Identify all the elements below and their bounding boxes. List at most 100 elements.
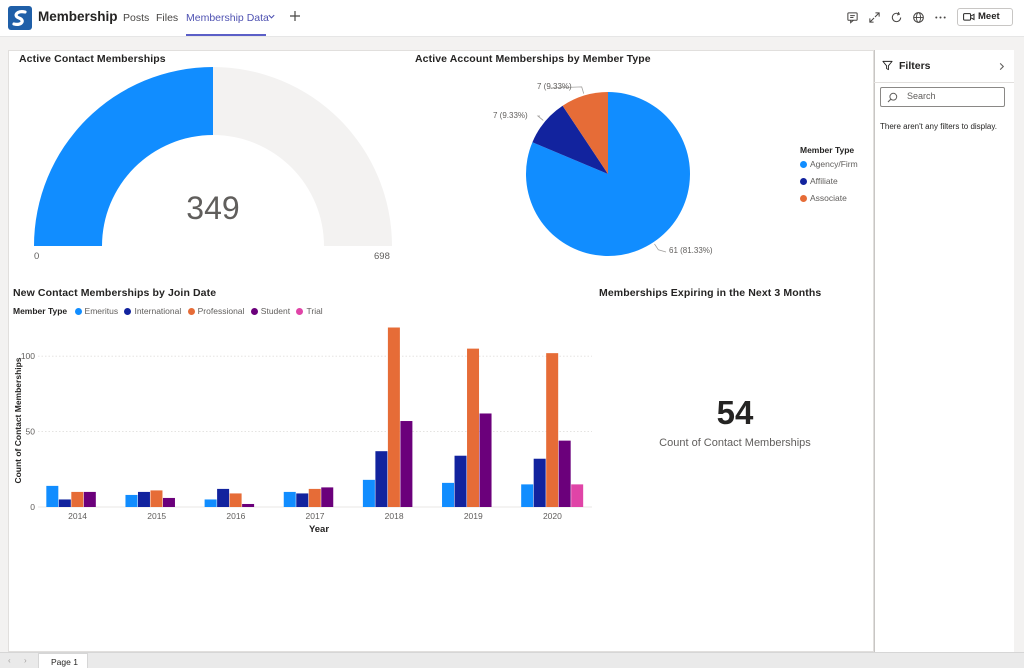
bar-international-2017[interactable] — [296, 493, 309, 507]
bar-emeritus-2018[interactable] — [362, 479, 375, 507]
pie-slice-associate[interactable] — [562, 92, 608, 174]
app-header: Membership Posts Files Membership Data M… — [0, 0, 1024, 37]
conversation-icon[interactable] — [846, 11, 859, 24]
x-tick-label: 2018 — [385, 511, 404, 521]
bar-professional-2017[interactable] — [308, 488, 321, 507]
bar-professional-2014[interactable] — [71, 491, 84, 507]
tab-files[interactable]: Files — [156, 12, 179, 24]
active-tab-indicator — [186, 34, 266, 36]
bar-student-2016[interactable] — [242, 503, 255, 507]
legend-label: Associate — [810, 193, 847, 203]
meet-button[interactable]: Meet — [957, 8, 1013, 26]
bar-emeritus-2015[interactable] — [125, 494, 138, 507]
bar-professional-2019[interactable] — [467, 348, 480, 507]
pie-slice-affiliate[interactable] — [532, 105, 608, 174]
pie-legend-title: Member Type — [800, 145, 855, 155]
expand-icon[interactable] — [868, 11, 881, 24]
pie-leader-line — [536, 115, 544, 121]
bar-student-2018[interactable] — [400, 421, 413, 507]
pie-label-agency: 61 (81.33%) — [669, 246, 713, 255]
legend-dot — [74, 307, 82, 315]
bar-international-2019[interactable] — [454, 455, 467, 507]
bar-emeritus-2019[interactable] — [442, 482, 455, 507]
filters-pane — [874, 50, 1014, 652]
y-axis-label: Count of Contact Memberships — [13, 357, 23, 483]
gauge-fill[interactable] — [34, 67, 213, 246]
y-tick-label: 50 — [26, 427, 36, 437]
bar-student-2015[interactable] — [162, 497, 175, 507]
pie-chart[interactable] — [480, 70, 720, 280]
tab-posts[interactable]: Posts — [123, 12, 150, 24]
previous-page-icon[interactable]: ‹ — [8, 656, 11, 665]
gauge-chart[interactable] — [34, 66, 392, 248]
bar-professional-2015[interactable] — [150, 490, 163, 507]
more-icon[interactable] — [934, 11, 947, 24]
legend-item-international[interactable]: International — [124, 306, 181, 316]
legend-label: Agency/Firm — [810, 159, 858, 169]
legend-item-emeritus[interactable]: Emeritus — [74, 306, 118, 316]
legend-dot — [296, 307, 304, 315]
bar-student-2017[interactable] — [321, 487, 334, 507]
bar-international-2020[interactable] — [533, 458, 546, 507]
filters-search-input[interactable]: Search — [880, 87, 1005, 107]
chevron-down-icon[interactable] — [267, 12, 276, 21]
legend-item-affiliate[interactable]: Affiliate — [800, 176, 838, 186]
bar-student-2019[interactable] — [479, 413, 492, 507]
pie-leader-line — [549, 86, 585, 94]
refresh-icon[interactable] — [890, 11, 903, 24]
x-tick-label: 2019 — [464, 511, 483, 521]
legend-dot — [800, 160, 807, 168]
bar-student-2020[interactable] — [558, 440, 571, 507]
bar-emeritus-2017[interactable] — [283, 491, 296, 507]
legend-item-student[interactable]: Student — [250, 306, 291, 316]
legend-item-associate[interactable]: Associate — [800, 193, 847, 203]
gauge-title: Active Contact Memberships — [19, 53, 166, 65]
legend-label: Student — [260, 306, 291, 316]
filter-icon — [882, 60, 893, 71]
pie-leader-line — [654, 243, 667, 253]
bar-professional-2020[interactable] — [546, 353, 559, 507]
filters-search-placeholder: Search — [907, 91, 936, 101]
bar-international-2018[interactable] — [375, 451, 388, 507]
bar-trial-2020[interactable] — [571, 484, 584, 507]
gauge-min-label: 0 — [34, 251, 40, 262]
page-tab-page-1[interactable]: Page 1 — [38, 653, 88, 668]
globe-icon[interactable] — [912, 11, 925, 24]
bar-emeritus-2020[interactable] — [521, 484, 534, 507]
legend-label: Trial — [306, 306, 323, 316]
x-tick-label: 2014 — [68, 511, 87, 521]
legend-item-agency[interactable]: Agency/Firm — [800, 159, 858, 169]
bar-student-2014[interactable] — [83, 491, 96, 507]
search-icon — [887, 92, 898, 103]
gauge-value: 349 — [186, 190, 240, 226]
bar-emeritus-2014[interactable] — [46, 485, 59, 507]
bar-international-2016[interactable] — [217, 488, 230, 507]
legend-item-professional[interactable]: Professional — [187, 306, 244, 316]
legend-dot — [800, 177, 807, 185]
gauge-max-label: 698 — [374, 251, 390, 262]
legend-dot — [187, 307, 195, 315]
app-logo-icon — [8, 6, 32, 30]
add-tab-icon[interactable] — [288, 9, 302, 23]
chevron-right-icon[interactable] — [997, 62, 1006, 71]
x-tick-label: 2020 — [543, 511, 562, 521]
legend-dot — [250, 307, 258, 315]
x-tick-label: 2016 — [226, 511, 245, 521]
bar-professional-2016[interactable] — [229, 493, 242, 507]
legend-dot — [124, 307, 132, 315]
pie-label-associate: 7 (9.33%) — [537, 82, 572, 91]
bar-international-2015[interactable] — [137, 491, 150, 507]
next-page-icon[interactable]: › — [24, 656, 27, 665]
page-navigation-bar — [0, 652, 1024, 668]
bar-emeritus-2016[interactable] — [204, 499, 217, 507]
app-title: Membership — [38, 9, 118, 24]
report-page — [8, 50, 874, 652]
tab-membership-data[interactable]: Membership Data — [186, 12, 269, 24]
bar-professional-2018[interactable] — [387, 327, 400, 507]
bar-international-2014[interactable] — [58, 499, 71, 507]
card-value: 54 — [716, 394, 754, 431]
legend-label: Affiliate — [810, 176, 838, 186]
bar-legend-title: Member Type — [13, 306, 68, 316]
legend-item-trial[interactable]: Trial — [296, 306, 323, 316]
